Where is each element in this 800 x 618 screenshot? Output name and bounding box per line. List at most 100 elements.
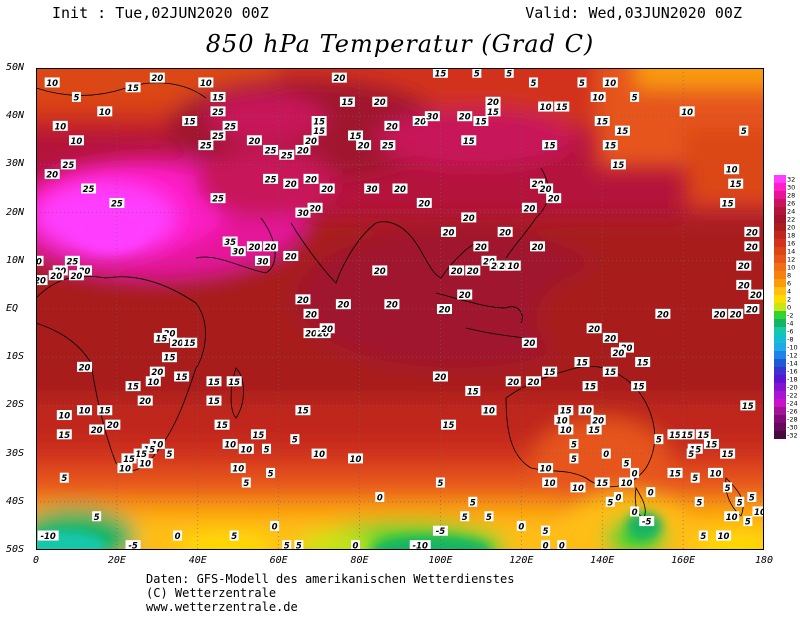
- contour-label-box: [182, 116, 198, 127]
- contour-label-box: [457, 289, 473, 300]
- contour-label: 15: [560, 407, 572, 417]
- contour-label: 10: [224, 440, 236, 450]
- contour-label: 20: [151, 74, 163, 84]
- contour-label-box: [149, 72, 165, 83]
- contour-label: 10: [726, 513, 738, 523]
- contour-label-box: [279, 149, 295, 160]
- temperature-map[interactable]: 10 5 10 10 10 15 20 10 15 15 25 25 25 25 20 25 25 20 20 15 1…: [36, 68, 764, 550]
- contour-label: 10: [200, 79, 212, 89]
- legend-label: -12: [787, 352, 798, 360]
- contour-label: 5: [745, 518, 751, 528]
- contour-label: 20: [265, 243, 277, 253]
- contour-label-box: [639, 516, 655, 527]
- contour-label-box: [36, 275, 48, 286]
- contour-label: 15: [135, 450, 147, 460]
- legend-swatch: [774, 407, 786, 415]
- contour-label-box: [161, 352, 177, 363]
- contour-label-box: [230, 246, 246, 257]
- contour-label: 20: [507, 378, 519, 388]
- contour-label-box: [461, 135, 477, 146]
- contour-label-box: [331, 72, 347, 83]
- contour-label: 5: [531, 79, 537, 89]
- contour-label: 20: [79, 363, 91, 373]
- contour-label: 10: [119, 465, 131, 475]
- contour-label-box: [586, 424, 602, 435]
- contour-label-box: [339, 96, 355, 107]
- contour-label: 25: [62, 161, 74, 171]
- contour-label: 10: [147, 378, 159, 388]
- contour-label: 15: [127, 383, 139, 393]
- contour-label-box: [37, 530, 59, 541]
- contour-label: 20: [746, 243, 758, 253]
- legend-label: 18: [787, 232, 795, 240]
- contour-label: 5: [688, 450, 694, 460]
- contour-label-box: [60, 159, 76, 170]
- contour-label-box: [449, 265, 465, 276]
- contour-label-box: [698, 530, 708, 541]
- contour-label: 30: [426, 113, 438, 123]
- contour-label: 0: [603, 450, 609, 460]
- valid-time-label: Valid: Wed,03JUN2020 00Z: [525, 4, 742, 22]
- contour-label: 15: [669, 431, 681, 441]
- contour-label: 20: [612, 349, 624, 359]
- contour-label-box: [117, 463, 133, 474]
- contour-label-box: [348, 453, 364, 464]
- contour-label-box: [460, 511, 470, 522]
- contour-label: -5: [128, 542, 138, 550]
- contour-label: 5: [264, 445, 270, 455]
- contour-label-box: [198, 140, 214, 151]
- contour-label-box: [250, 429, 266, 440]
- contour-label: 20: [548, 195, 560, 205]
- contour-label: 10: [540, 465, 552, 475]
- lat-tick-label: 40S: [6, 495, 25, 507]
- contour-label: 5: [737, 498, 743, 508]
- contour-label-box: [436, 304, 452, 314]
- contour-label-box: [432, 371, 448, 382]
- contour-label: 25: [212, 195, 224, 205]
- contour-label-box: [121, 453, 137, 464]
- contour-label: 15: [722, 450, 734, 460]
- contour-label-box: [724, 164, 740, 175]
- contour-label: 10: [726, 166, 738, 176]
- contour-label-box: [618, 342, 634, 353]
- contour-label-box: [521, 337, 537, 348]
- legend-swatch: [774, 247, 786, 255]
- contour-label: 5: [73, 93, 79, 103]
- legend-swatch: [774, 207, 786, 215]
- contour-label: 20: [475, 243, 487, 253]
- contour-label-box: [602, 140, 618, 151]
- contour-label-box: [246, 241, 262, 252]
- contour-label: 15: [184, 118, 196, 128]
- lon-tick-label: 160E: [671, 555, 696, 566]
- contour-label-box: [222, 236, 238, 247]
- contour-label: 20: [524, 339, 536, 349]
- contour-label: 15: [681, 431, 693, 441]
- contour-label: 20: [451, 267, 463, 277]
- contour-label-box: [497, 260, 513, 271]
- contour-label: 20: [139, 397, 151, 407]
- contour-label: 5: [94, 513, 100, 523]
- contour-label-box: [528, 77, 538, 88]
- legend-label: 28: [787, 192, 795, 200]
- contour-label: 25: [265, 175, 277, 185]
- contour-label-box: [137, 458, 153, 469]
- contour-label: 15: [637, 359, 649, 369]
- contour-label: -10: [40, 532, 55, 542]
- contour-label: 15: [208, 397, 220, 407]
- contour-label-box: [538, 463, 554, 474]
- lon-tick-label: 0: [32, 555, 40, 566]
- contour-label-box: [263, 173, 279, 184]
- contour-label: 20: [714, 310, 726, 320]
- contour-label-box: [56, 410, 72, 421]
- contour-label: 20: [305, 175, 317, 185]
- legend-label: 32: [787, 176, 795, 184]
- contour-label-box: [92, 511, 102, 522]
- contour-label-box: [77, 405, 93, 416]
- contour-label-box: [739, 125, 749, 136]
- contour-label-box: [605, 496, 615, 507]
- contour-label-box: [392, 183, 408, 194]
- legend-swatch: [774, 223, 786, 231]
- contour-label: 25: [281, 151, 293, 161]
- contour-label: 25: [66, 257, 78, 267]
